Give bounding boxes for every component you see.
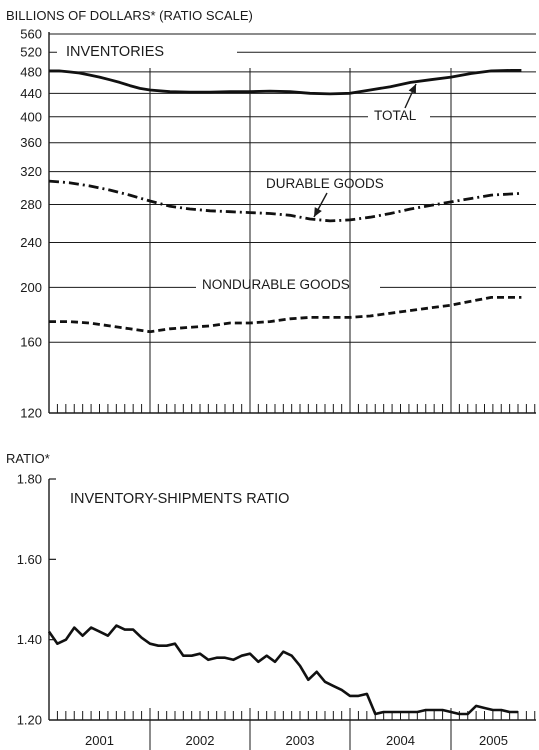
top-y-tick-label: 440 <box>20 86 42 101</box>
x-year-label: 2004 <box>386 733 415 748</box>
ratio-panel-title: INVENTORY-SHIPMENTS RATIO <box>70 491 289 507</box>
inventories-title: INVENTORIES <box>66 44 164 60</box>
bottom-y-tick-label: 1.60 <box>17 552 42 567</box>
bottom-y-tick-label: 1.40 <box>17 632 42 647</box>
bottom-panel: 1.80 1.60 1.40 1.20 2001 2002 2003 2004 2005 <box>17 472 536 750</box>
bottom-y-tick-label: 1.20 <box>17 713 42 728</box>
bottom-y-tick-label: 1.80 <box>17 472 42 487</box>
top-y-tick-label: 280 <box>20 197 42 212</box>
x-year-label: 2003 <box>286 733 315 748</box>
top-y-tick-label: 480 <box>20 64 42 79</box>
durable-goods-series-label: DURABLE GOODS <box>266 176 384 191</box>
top-y-tick-label: 160 <box>20 335 42 350</box>
label-backdrop <box>60 42 190 60</box>
nondurable-goods-series-line <box>49 295 522 334</box>
top-y-tick-label: 520 <box>20 45 42 60</box>
total-series-label: TOTAL <box>374 108 417 123</box>
top-panel: 560 520 480 440 400 360 320 280 240 200 160 120 <box>20 27 536 421</box>
top-y-tick-label: 200 <box>20 280 42 295</box>
x-year-label: 2002 <box>186 733 215 748</box>
x-year-label: 2001 <box>85 733 114 748</box>
durable-goods-series-line <box>48 179 522 223</box>
top-y-tick-label: 120 <box>20 406 42 421</box>
total-pointer-arrow-head <box>408 84 416 94</box>
top-y-tick-label: 240 <box>20 235 42 250</box>
label-backdrop <box>260 174 420 192</box>
durable-goods-pointer-arrow-head <box>314 207 322 217</box>
x-year-label: 2005 <box>479 733 508 748</box>
top-y-tick-label: 400 <box>20 109 42 124</box>
top-y-tick-label: 320 <box>20 164 42 179</box>
top-y-axis-title: BILLIONS OF DOLLARS* (RATIO SCALE) <box>6 8 253 23</box>
top-y-tick-label: 360 <box>20 135 42 150</box>
inventory-shipments-ratio-line <box>47 624 518 716</box>
top-y-tick-label: 560 <box>20 27 42 42</box>
total-series-line <box>49 69 522 96</box>
label-backdrop <box>368 106 430 124</box>
nondurable-goods-series-label: NONDURABLE GOODS <box>202 277 350 292</box>
bottom-y-axis-title: RATIO* <box>6 451 50 466</box>
label-backdrop <box>196 275 380 293</box>
